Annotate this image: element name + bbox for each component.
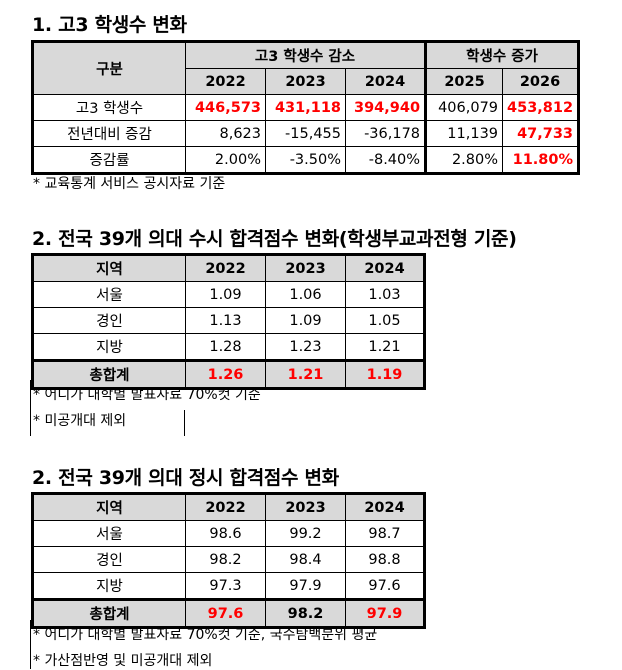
section2-title: 2. 전국 39개 의대 수시 합격점수 변화(학생부교과전형 기준) bbox=[32, 228, 517, 250]
table-cell: 446,573 bbox=[185, 94, 266, 121]
row-label: 경인 bbox=[31, 307, 186, 334]
year-header: 2022 bbox=[185, 68, 266, 95]
row-label: 고3 학생수 bbox=[31, 94, 186, 121]
total-cell: 1.21 bbox=[265, 359, 346, 390]
table-cell: 1.23 bbox=[265, 333, 346, 361]
header-increase: 학생수 증가 bbox=[424, 40, 581, 69]
table-row: 서울 98.6 99.2 98.7 bbox=[31, 520, 426, 547]
total-cell: 97.9 bbox=[345, 598, 426, 629]
early-admission-table: 지역 2022 2023 2024 서울 1.09 1.06 1.03 경인 1… bbox=[31, 253, 426, 390]
total-cell: 98.2 bbox=[265, 598, 346, 629]
table-row: 서울 1.09 1.06 1.03 bbox=[31, 281, 426, 308]
table-cell: 8,623 bbox=[185, 120, 266, 147]
total-label: 총합계 bbox=[31, 598, 186, 629]
table-row: 경인 98.2 98.4 98.8 bbox=[31, 546, 426, 573]
section2-note: * 미공개대 제외 bbox=[33, 413, 127, 429]
table-cell: 11,139 bbox=[424, 120, 504, 147]
table-cell: 2.80% bbox=[424, 146, 504, 175]
regular-admission-table: 지역 2022 2023 2024 서울 98.6 99.2 98.7 경인 9… bbox=[31, 492, 426, 629]
header-decrease: 고3 학생수 감소 bbox=[184, 40, 427, 69]
table-cell: 97.9 bbox=[265, 572, 346, 600]
total-label: 총합계 bbox=[31, 359, 186, 390]
year-header: 2022 bbox=[185, 492, 266, 521]
row-label: 전년대비 증감 bbox=[31, 120, 186, 147]
table-cell: 1.28 bbox=[185, 333, 266, 361]
row-label: 지방 bbox=[31, 333, 186, 361]
table-row: 증감률 2.00% -3.50% -8.40% 2.80% 11.80% bbox=[31, 146, 581, 175]
cell-rule bbox=[184, 410, 185, 436]
section1-title: 1. 고3 학생수 변화 bbox=[32, 14, 187, 36]
left-rule bbox=[30, 620, 31, 669]
total-row: 총합계 97.6 98.2 97.9 bbox=[31, 598, 426, 629]
table-cell: 98.6 bbox=[185, 520, 266, 547]
year-header: 2025 bbox=[424, 68, 504, 95]
table-cell: 394,940 bbox=[344, 94, 427, 121]
year-header: 2024 bbox=[345, 253, 426, 282]
table-cell: 1.03 bbox=[345, 281, 426, 308]
table-cell: 98.7 bbox=[345, 520, 426, 547]
header-gubun: 구분 bbox=[31, 40, 186, 95]
section3-note: * 어디가 대학별 발표자료 70%컷 기준, 국수탐백분위 평균 bbox=[33, 627, 378, 643]
row-label: 경인 bbox=[31, 546, 186, 573]
table-cell: 97.3 bbox=[185, 572, 266, 600]
table-cell: -36,178 bbox=[344, 120, 427, 147]
left-rule bbox=[30, 380, 31, 436]
table-cell: 1.13 bbox=[185, 307, 266, 334]
section2-note: * 어디가 대학별 발표자료 70%컷 기준 bbox=[33, 387, 261, 403]
year-header: 2022 bbox=[185, 253, 266, 282]
table-cell: 11.80% bbox=[502, 146, 581, 175]
year-header: 2023 bbox=[265, 68, 346, 95]
table-cell: 1.05 bbox=[345, 307, 426, 334]
row-label: 지방 bbox=[31, 572, 186, 600]
table-row: 지방 1.28 1.23 1.21 bbox=[31, 333, 426, 361]
table-cell: 1.09 bbox=[265, 307, 346, 334]
total-row: 총합계 1.26 1.21 1.19 bbox=[31, 359, 426, 390]
table-cell: -8.40% bbox=[344, 146, 427, 175]
student-count-table: 구분 고3 학생수 감소 학생수 증가 2022 2023 2024 2025 … bbox=[31, 40, 581, 175]
table-row: 지방 97.3 97.9 97.6 bbox=[31, 572, 426, 600]
year-header: 2026 bbox=[502, 68, 581, 95]
table-cell: -15,455 bbox=[265, 120, 346, 147]
row-label: 증감률 bbox=[31, 146, 186, 175]
row-label: 서울 bbox=[31, 520, 186, 547]
table-cell: 47,733 bbox=[502, 120, 581, 147]
table-cell: -3.50% bbox=[265, 146, 346, 175]
table-cell: 1.09 bbox=[185, 281, 266, 308]
table-cell: 453,812 bbox=[502, 94, 581, 121]
header-region: 지역 bbox=[31, 253, 186, 282]
header-region: 지역 bbox=[31, 492, 186, 521]
row-label: 서울 bbox=[31, 281, 186, 308]
section1-note: * 교육통계 서비스 공시자료 기준 bbox=[33, 176, 226, 192]
table-cell: 406,079 bbox=[424, 94, 504, 121]
table-cell: 1.06 bbox=[265, 281, 346, 308]
total-cell: 1.19 bbox=[345, 359, 426, 390]
table-row: 전년대비 증감 8,623 -15,455 -36,178 11,139 47,… bbox=[31, 120, 581, 147]
table-cell: 2.00% bbox=[185, 146, 266, 175]
table-cell: 99.2 bbox=[265, 520, 346, 547]
year-header: 2024 bbox=[345, 492, 426, 521]
table-cell: 98.8 bbox=[345, 546, 426, 573]
table-cell: 1.21 bbox=[345, 333, 426, 361]
table-cell: 98.2 bbox=[185, 546, 266, 573]
section3-title: 2. 전국 39개 의대 정시 합격점수 변화 bbox=[32, 467, 339, 489]
table-row: 경인 1.13 1.09 1.05 bbox=[31, 307, 426, 334]
table-cell: 431,118 bbox=[265, 94, 346, 121]
total-cell: 97.6 bbox=[185, 598, 266, 629]
year-header: 2023 bbox=[265, 253, 346, 282]
table-row: 고3 학생수 446,573 431,118 394,940 406,079 4… bbox=[31, 94, 581, 121]
table-cell: 98.4 bbox=[265, 546, 346, 573]
year-header: 2023 bbox=[265, 492, 346, 521]
table-cell: 97.6 bbox=[345, 572, 426, 600]
section3-note: * 가산점반영 및 미공개대 제외 bbox=[33, 653, 213, 669]
year-header: 2024 bbox=[344, 68, 427, 95]
